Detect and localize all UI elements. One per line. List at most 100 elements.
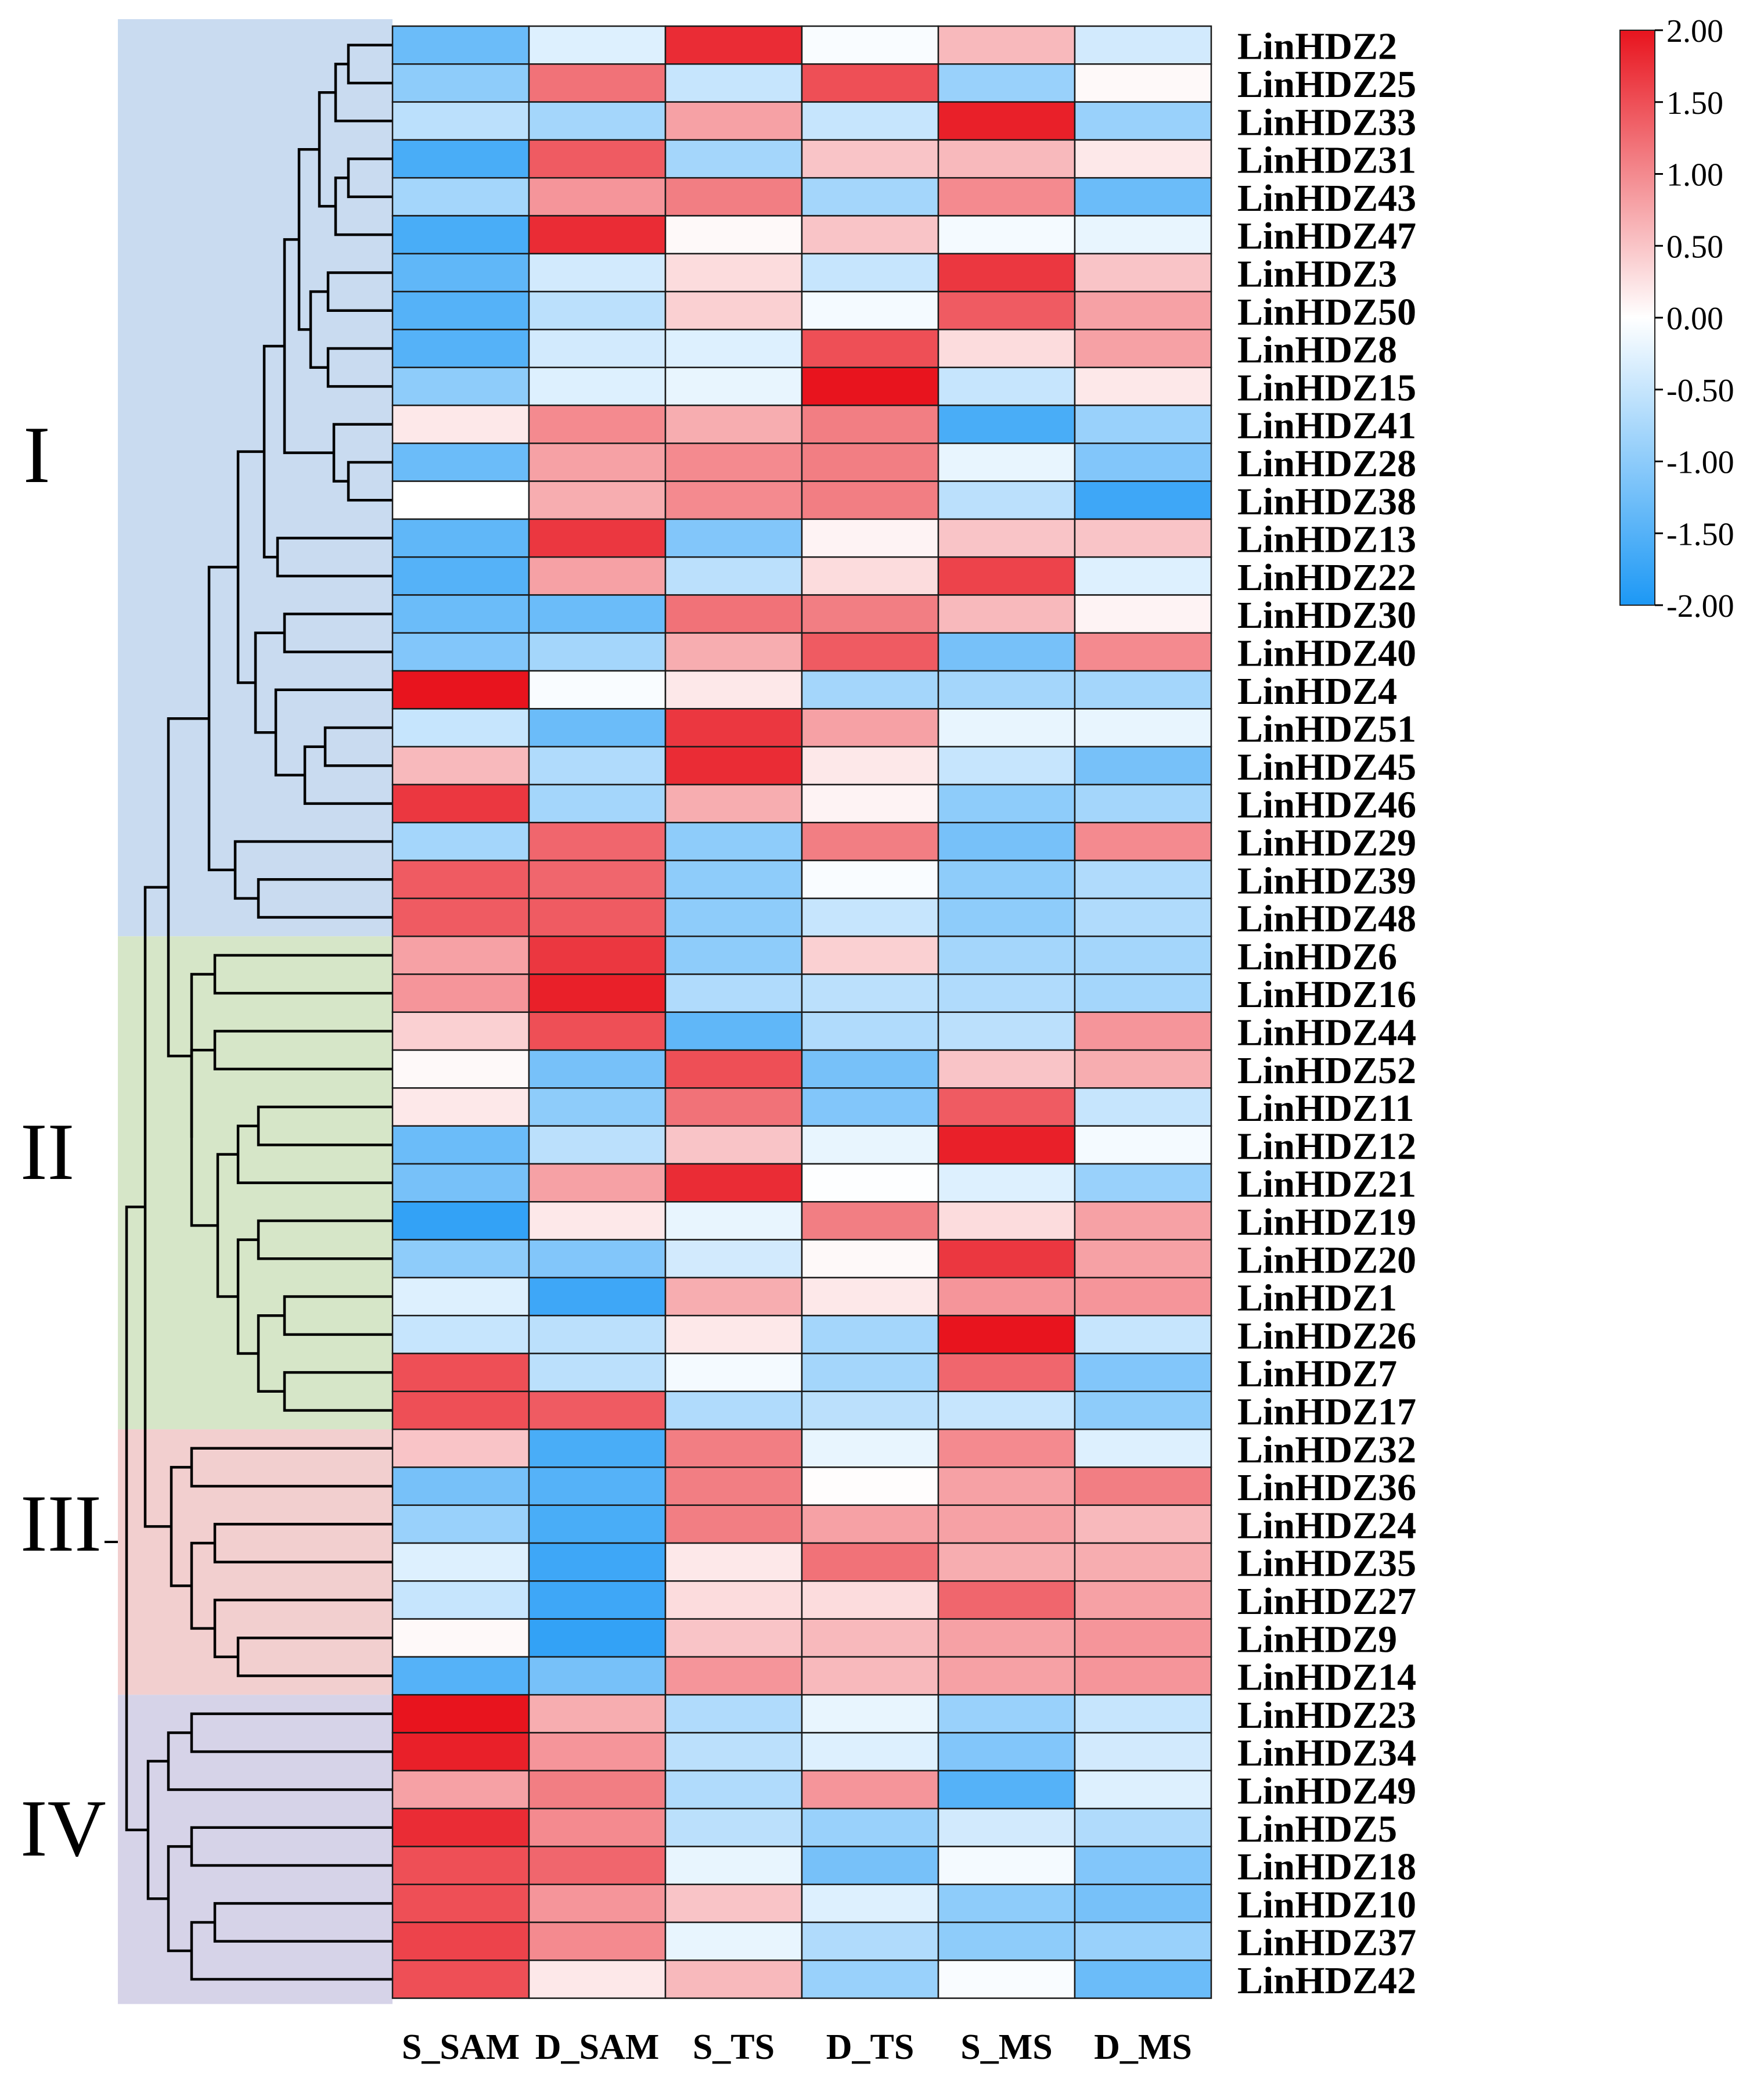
heatmap-cell xyxy=(937,556,1076,596)
heatmap-cell xyxy=(1074,25,1212,65)
heatmap-cell xyxy=(528,670,667,710)
heatmap-cell xyxy=(937,215,1076,255)
colorbar-tick-label: -1.50 xyxy=(1666,516,1734,552)
heatmap-cell xyxy=(1074,708,1212,747)
heatmap-cell xyxy=(664,670,803,710)
heatmap-cell xyxy=(391,783,530,824)
heatmap-cell xyxy=(1074,253,1212,293)
heatmap-cell xyxy=(391,1428,530,1468)
heatmap-cell xyxy=(1074,746,1212,786)
row-label: LinHDZ49 xyxy=(1237,1770,1416,1812)
row-label: LinHDZ38 xyxy=(1237,480,1416,523)
heatmap-cell xyxy=(664,594,803,634)
heatmap-cell xyxy=(1074,1201,1212,1241)
heatmap-cell xyxy=(528,1466,667,1506)
heatmap-cell xyxy=(801,1807,939,1847)
heatmap-cell xyxy=(801,897,939,937)
heatmap-cell xyxy=(391,1504,530,1544)
heatmap-cell xyxy=(1074,1314,1212,1354)
colorbar-tick-label: -2.00 xyxy=(1666,588,1734,624)
heatmap-cell xyxy=(937,1163,1076,1203)
heatmap-cell xyxy=(937,1580,1076,1620)
heatmap-cell xyxy=(391,935,530,975)
heatmap-cell xyxy=(1074,935,1212,975)
heatmap-cell xyxy=(391,746,530,786)
row-label: LinHDZ20 xyxy=(1237,1239,1416,1281)
heatmap-cell xyxy=(801,1770,939,1810)
heatmap-cell xyxy=(528,1277,667,1317)
row-label: LinHDZ9 xyxy=(1237,1618,1397,1660)
cluster-label-IV: IV xyxy=(20,1784,106,1874)
heatmap-cell xyxy=(528,1960,667,1999)
heatmap-cell xyxy=(664,1239,803,1279)
heatmap-cell xyxy=(801,404,939,444)
heatmap-cell xyxy=(391,366,530,407)
row-label: LinHDZ41 xyxy=(1237,405,1416,447)
heatmap-cell xyxy=(801,177,939,217)
heatmap-cell xyxy=(1074,897,1212,937)
heatmap-cell xyxy=(664,1390,803,1430)
heatmap-cell xyxy=(391,1201,530,1241)
row-label: LinHDZ28 xyxy=(1237,443,1416,485)
row-label: LinHDZ11 xyxy=(1237,1087,1414,1130)
colorbar-tick-label: -1.00 xyxy=(1666,445,1734,481)
colorbar-tick-label: -0.50 xyxy=(1666,373,1734,409)
heatmap-cell xyxy=(801,973,939,1013)
heatmap-cell xyxy=(937,783,1076,824)
heatmap-cell xyxy=(801,25,939,65)
heatmap-cell xyxy=(391,404,530,444)
heatmap-cell xyxy=(528,1542,667,1582)
heatmap-cell xyxy=(937,1542,1076,1582)
heatmap-cell xyxy=(937,632,1076,672)
heatmap-cell xyxy=(801,1049,939,1089)
heatmap-cell xyxy=(391,177,530,217)
row-label: LinHDZ17 xyxy=(1237,1390,1416,1433)
heatmap-cell xyxy=(664,1353,803,1393)
heatmap-cell xyxy=(937,973,1076,1013)
heatmap-cell xyxy=(801,480,939,520)
heatmap-cell xyxy=(801,594,939,634)
heatmap-cell xyxy=(528,366,667,407)
heatmap-cell xyxy=(1074,1353,1212,1393)
heatmap-cell xyxy=(1074,404,1212,444)
heatmap-cell xyxy=(1074,1466,1212,1506)
colorbar: 2.00 1.50 1.00 0.50 0.00 -0.50 -1.00 -1.50 -2.00 xyxy=(1619,13,1734,624)
heatmap-cell xyxy=(1074,1960,1212,1999)
heatmap-cell xyxy=(1074,594,1212,634)
heatmap-cell xyxy=(391,1656,530,1696)
heatmap-cell xyxy=(664,25,803,65)
heatmap-cell xyxy=(528,1314,667,1354)
heatmap-cell xyxy=(1074,860,1212,900)
row-labels: LinHDZ2LinHDZ25LinHDZ33LinHDZ31LinHDZ43L… xyxy=(1237,26,1416,2002)
heatmap-cell xyxy=(528,1125,667,1165)
heatmap-cell xyxy=(937,897,1076,937)
heatmap-cell xyxy=(528,443,667,482)
heatmap-cell xyxy=(1074,366,1212,407)
heatmap-cell xyxy=(937,290,1076,330)
heatmap-cell xyxy=(937,1618,1076,1658)
heatmap-cell xyxy=(391,1618,530,1658)
heatmap-cell xyxy=(528,1087,667,1127)
heatmap-cell xyxy=(664,1314,803,1354)
heatmap-cell xyxy=(664,973,803,1013)
heatmap-cell xyxy=(937,822,1076,861)
heatmap-cell xyxy=(528,1732,667,1772)
heatmap-cell xyxy=(528,215,667,255)
row-label: LinHDZ27 xyxy=(1237,1580,1416,1623)
heatmap-cell xyxy=(391,1163,530,1203)
heatmap-cell xyxy=(801,1960,939,1999)
heatmap-cell xyxy=(664,1049,803,1089)
heatmap-cell xyxy=(528,1239,667,1279)
heatmap-cell xyxy=(664,556,803,596)
heatmap-cell xyxy=(1074,63,1212,103)
heatmap-cell xyxy=(937,1277,1076,1317)
heatmap-cell xyxy=(1074,670,1212,710)
heatmap-cell xyxy=(664,1277,803,1317)
colorbar-tick-label: 2.00 xyxy=(1666,13,1723,49)
heatmap-cell xyxy=(1074,1504,1212,1544)
heatmap-cell xyxy=(528,1390,667,1430)
heatmap-cell xyxy=(391,1011,530,1051)
column-label: S_TS xyxy=(693,2027,775,2067)
heatmap-cell xyxy=(528,1770,667,1810)
